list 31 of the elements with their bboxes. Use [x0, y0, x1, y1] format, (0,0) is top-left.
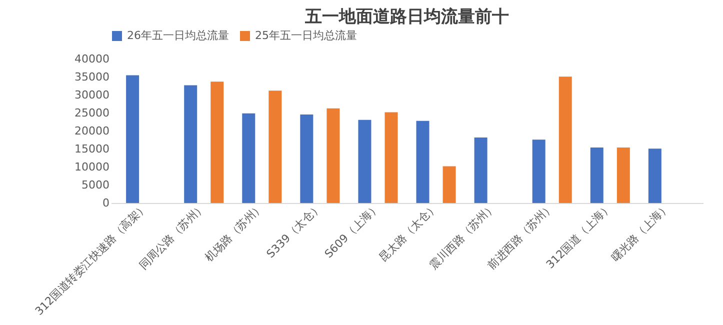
- y-tick-label: 10000: [74, 160, 110, 174]
- bar: [268, 90, 282, 203]
- bar: [242, 113, 256, 203]
- chart-title: 五一地面道路日均流量前十: [304, 7, 509, 27]
- bar: [442, 166, 456, 203]
- y-tick-label: 5000: [82, 178, 110, 192]
- bar: [326, 108, 340, 203]
- bar: [590, 148, 604, 203]
- y-tick-label: 15000: [74, 142, 110, 156]
- bar: [358, 120, 372, 203]
- bar: [416, 120, 430, 203]
- bar: [558, 76, 572, 203]
- bar: [648, 148, 662, 203]
- legend-label: 26年五一日均总流量: [127, 29, 229, 42]
- bar: [184, 85, 198, 203]
- x-tick-label: 机场路（苏州）: [202, 200, 266, 264]
- y-tick-label: 30000: [74, 88, 110, 102]
- legend-label: 25年五一日均总流量: [255, 29, 357, 42]
- bar: [384, 112, 398, 203]
- bar: [532, 140, 546, 203]
- y-tick-label: 35000: [74, 70, 110, 84]
- y-tick-label: 40000: [74, 52, 110, 66]
- y-tick-label: 20000: [74, 124, 110, 138]
- y-tick-label: 25000: [74, 106, 110, 120]
- bar: [616, 148, 630, 203]
- bar: [300, 114, 314, 203]
- x-tick-label: 曙光路（上海）: [608, 200, 672, 264]
- bar: [126, 75, 140, 203]
- y-tick-label: 0: [102, 196, 110, 210]
- bar: [210, 82, 224, 203]
- bar: [474, 137, 488, 203]
